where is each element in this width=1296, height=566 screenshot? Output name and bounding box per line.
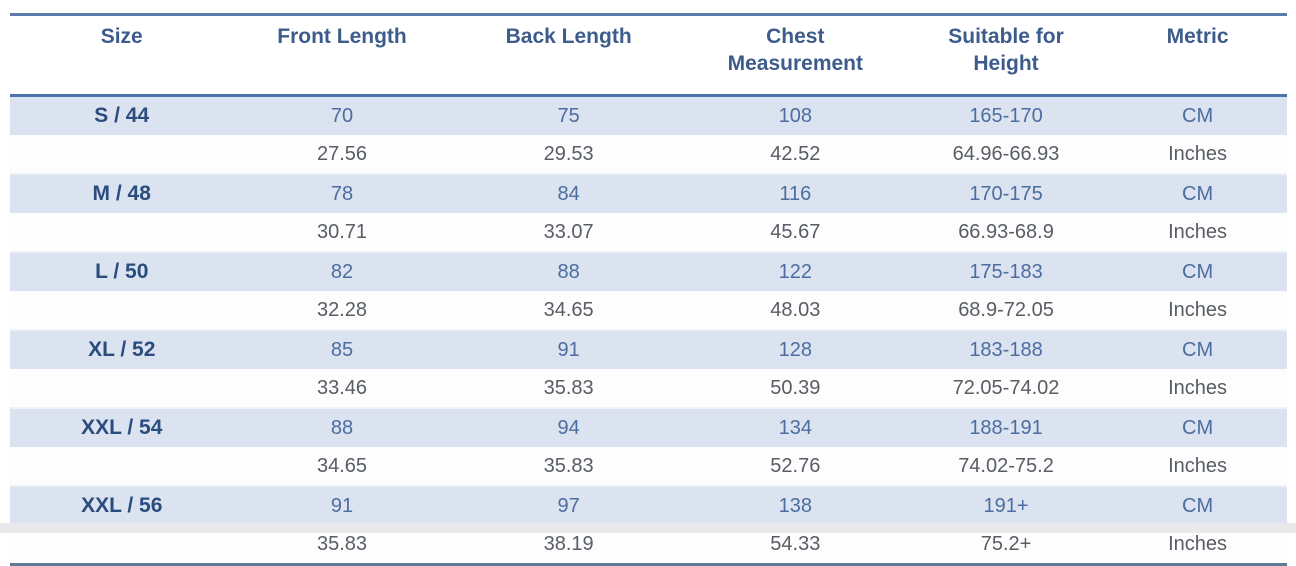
front-length-cell: 88 — [233, 407, 451, 447]
column-header-chest-measurement-label: Chest Measurement — [727, 25, 863, 76]
column-header-back-length: Back Length — [450, 14, 687, 97]
metric-cell: CM — [1108, 407, 1287, 447]
column-header-suitable-height-label: Suitable for Height — [948, 25, 1064, 76]
back-length-cell: 88 — [450, 251, 687, 291]
chest-cell: 108 — [686, 94, 904, 135]
column-header-size-label: Size — [100, 25, 143, 48]
size-chart-container: Size Front Length Back Length Chest Meas… — [10, 13, 1287, 566]
height-cell: 72.05-74.02 — [903, 369, 1109, 408]
chest-cell: 128 — [686, 329, 904, 369]
size-chart-page: Size Front Length Back Length Chest Meas… — [0, 13, 1296, 566]
chest-cell: 122 — [686, 251, 904, 291]
back-length-cell: 97 — [450, 485, 687, 525]
metric-cell: CM — [1108, 485, 1287, 525]
back-length-cell: 29.53 — [450, 135, 687, 174]
back-length-cell: 91 — [450, 329, 687, 369]
size-cell: M / 48 — [10, 173, 234, 213]
metric-cell: CM — [1108, 251, 1287, 291]
metric-cell: Inches — [1108, 447, 1287, 486]
metric-cell: CM — [1108, 94, 1287, 135]
size-cell — [10, 369, 234, 408]
chest-cell: 50.39 — [686, 369, 904, 408]
back-length-cell: 84 — [450, 173, 687, 213]
table-row-m48-inches: 30.71 33.07 45.67 66.93-68.9 Inches — [10, 213, 1287, 252]
table-row-xxl54-inches: 34.65 35.83 52.76 74.02-75.2 Inches — [10, 447, 1287, 486]
size-cell: XXL / 54 — [10, 407, 234, 447]
table-row-l50-cm: L / 50 82 88 122 175-183 CM — [10, 251, 1287, 291]
column-header-suitable-height: Suitable for Height — [903, 14, 1109, 97]
chest-cell: 116 — [686, 173, 904, 213]
back-length-cell: 35.83 — [450, 447, 687, 486]
bottom-margin-strip — [0, 523, 1296, 533]
table-row-s44-cm: S / 44 70 75 108 165-170 CM — [10, 94, 1287, 135]
chest-cell: 48.03 — [686, 291, 904, 330]
height-cell: 64.96-66.93 — [903, 135, 1109, 174]
size-chart-table: Size Front Length Back Length Chest Meas… — [10, 13, 1287, 566]
front-length-cell: 91 — [233, 485, 451, 525]
height-cell: 68.9-72.05 — [903, 291, 1109, 330]
back-length-cell: 34.65 — [450, 291, 687, 330]
size-cell: XXL / 56 — [10, 485, 234, 525]
column-header-front-length-label: Front Length — [277, 25, 407, 48]
front-length-cell: 70 — [233, 94, 451, 135]
chest-cell: 138 — [686, 485, 904, 525]
column-header-metric-label: Metric — [1166, 25, 1229, 48]
height-cell: 175-183 — [903, 251, 1109, 291]
front-length-cell: 34.65 — [233, 447, 451, 486]
size-cell — [10, 213, 234, 252]
column-header-chest-measurement: Chest Measurement — [686, 14, 904, 97]
metric-cell: Inches — [1108, 369, 1287, 408]
size-cell: L / 50 — [10, 251, 234, 291]
metric-cell: Inches — [1108, 135, 1287, 174]
metric-cell: CM — [1108, 329, 1287, 369]
chest-cell: 42.52 — [686, 135, 904, 174]
size-cell: XL / 52 — [10, 329, 234, 369]
table-row-s44-inches: 27.56 29.53 42.52 64.96-66.93 Inches — [10, 135, 1287, 174]
size-cell — [10, 447, 234, 486]
front-length-cell: 27.56 — [233, 135, 451, 174]
front-length-cell: 33.46 — [233, 369, 451, 408]
chest-cell: 134 — [686, 407, 904, 447]
table-row-l50-inches: 32.28 34.65 48.03 68.9-72.05 Inches — [10, 291, 1287, 330]
chest-cell: 52.76 — [686, 447, 904, 486]
metric-cell: CM — [1108, 173, 1287, 213]
height-cell: 74.02-75.2 — [903, 447, 1109, 486]
column-header-size: Size — [10, 14, 234, 97]
header-row: Size Front Length Back Length Chest Meas… — [10, 14, 1287, 97]
table-row-xl52-cm: XL / 52 85 91 128 183-188 CM — [10, 329, 1287, 369]
chest-cell: 45.67 — [686, 213, 904, 252]
back-length-cell: 33.07 — [450, 213, 687, 252]
back-length-cell: 75 — [450, 94, 687, 135]
column-header-metric: Metric — [1108, 14, 1287, 97]
height-cell: 188-191 — [903, 407, 1109, 447]
metric-cell: Inches — [1108, 213, 1287, 252]
table-row-xxl54-cm: XXL / 54 88 94 134 188-191 CM — [10, 407, 1287, 447]
size-cell — [10, 291, 234, 330]
size-cell — [10, 135, 234, 174]
front-length-cell: 30.71 — [233, 213, 451, 252]
table-row-xl52-inches: 33.46 35.83 50.39 72.05-74.02 Inches — [10, 369, 1287, 408]
table-row-m48-cm: M / 48 78 84 116 170-175 CM — [10, 173, 1287, 213]
back-length-cell: 94 — [450, 407, 687, 447]
column-header-front-length: Front Length — [233, 14, 451, 97]
height-cell: 66.93-68.9 — [903, 213, 1109, 252]
height-cell: 170-175 — [903, 173, 1109, 213]
height-cell: 165-170 — [903, 94, 1109, 135]
front-length-cell: 82 — [233, 251, 451, 291]
front-length-cell: 85 — [233, 329, 451, 369]
metric-cell: Inches — [1108, 291, 1287, 330]
front-length-cell: 78 — [233, 173, 451, 213]
back-length-cell: 35.83 — [450, 369, 687, 408]
size-cell: S / 44 — [10, 94, 234, 135]
column-header-back-length-label: Back Length — [505, 25, 632, 48]
front-length-cell: 32.28 — [233, 291, 451, 330]
height-cell: 191+ — [903, 485, 1109, 525]
table-row-xxl56-cm: XXL / 56 91 97 138 191+ CM — [10, 485, 1287, 525]
height-cell: 183-188 — [903, 329, 1109, 369]
